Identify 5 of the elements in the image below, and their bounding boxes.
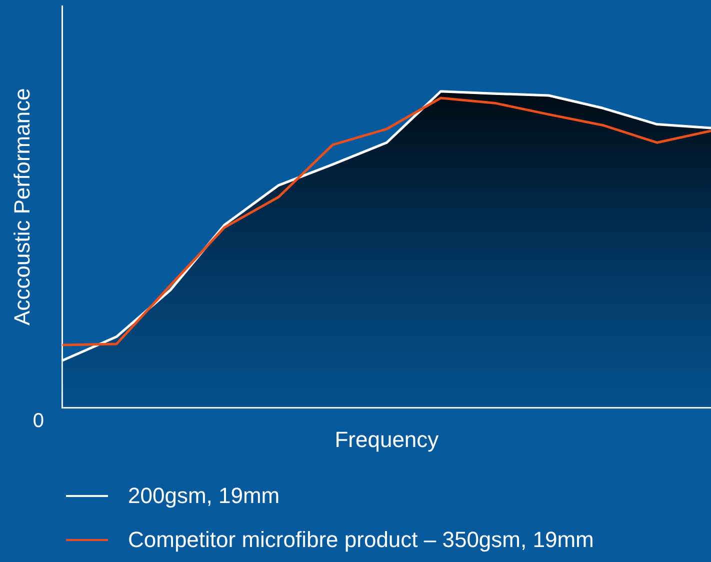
x-axis-title: Frequency (334, 426, 439, 452)
legend-label: Competitor microfibre product – 350gsm, 19mm (128, 527, 594, 553)
y-axis-title: Acccoustic Performance (9, 88, 34, 326)
legend-label: 200gsm, 19mm (128, 483, 280, 509)
text: 0 (32, 410, 44, 432)
